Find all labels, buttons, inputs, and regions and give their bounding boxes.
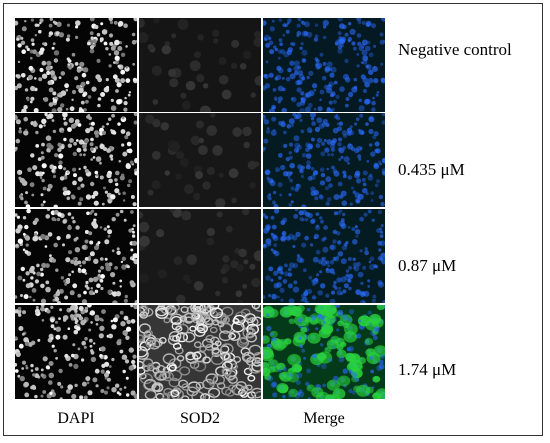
panel-merge-row-2: [263, 113, 385, 207]
micrograph-merge: [263, 209, 385, 303]
row-label-2: 0.435 μM: [398, 160, 465, 179]
panel-sod2-row-4: [139, 305, 261, 399]
micrograph-dapi: [15, 305, 137, 399]
panel-sod2-row-2: [139, 113, 261, 207]
panel-sod2-row-1: [139, 18, 261, 112]
panel-merge-row-4: [263, 305, 385, 399]
panel-dapi-row-2: [15, 113, 137, 207]
column-label-dapi: DAPI: [57, 410, 95, 427]
row-label-1: Negative control: [398, 40, 512, 59]
panel-dapi-row-4: [15, 305, 137, 399]
micrograph-dapi: [15, 18, 137, 112]
panel-dapi-row-3: [15, 209, 137, 303]
panel-merge-row-3: [263, 209, 385, 303]
panel-dapi-row-1: [15, 18, 137, 112]
column-label-merge: Merge: [303, 410, 345, 427]
micrograph-dapi: [15, 209, 137, 303]
column-label-sod2: SOD2: [179, 410, 220, 427]
micrograph-dapi: [15, 113, 137, 207]
micrograph-sod2: [139, 18, 261, 112]
micrograph-sod2: [139, 113, 261, 207]
row-label-3: 0.87 μM: [398, 256, 457, 275]
panel-merge-row-1: [263, 18, 385, 112]
panel-sod2-row-3: [139, 209, 261, 303]
row-label-4: 1.74 μM: [398, 360, 457, 379]
microscopy-panel-grid: [15, 18, 385, 403]
figure-frame: [3, 3, 543, 436]
micrograph-merge: [263, 113, 385, 207]
micrograph-sod2: [139, 305, 261, 399]
micrograph-merge: [263, 18, 385, 112]
micrograph-merge: [263, 305, 385, 399]
micrograph-sod2: [139, 209, 261, 303]
